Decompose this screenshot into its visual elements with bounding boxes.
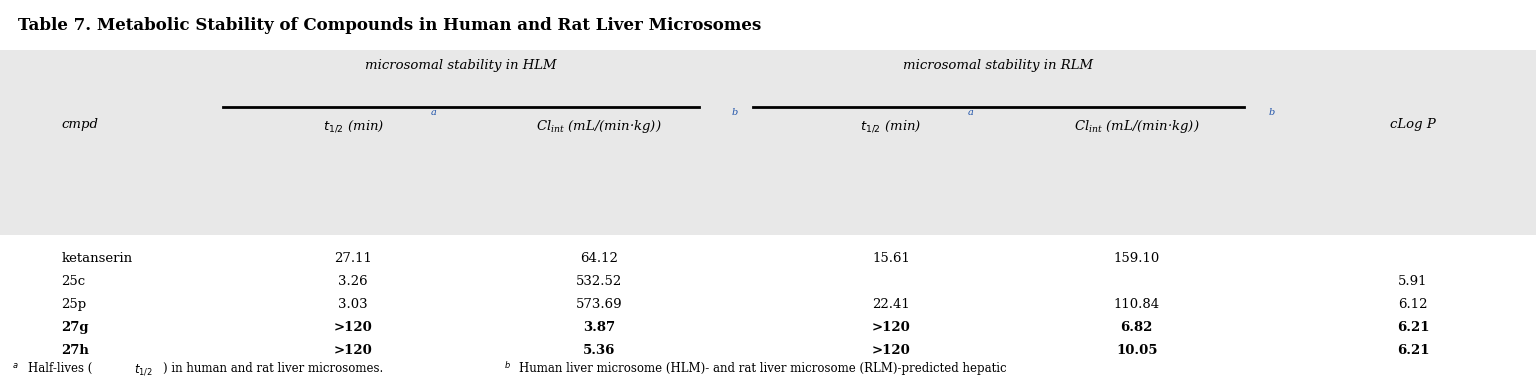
Text: ketanserin: ketanserin [61,252,132,265]
Text: >120: >120 [871,321,911,334]
Text: cLog P: cLog P [1390,118,1436,131]
Text: >120: >120 [333,344,373,357]
Text: Table 7. Metabolic Stability of Compounds in Human and Rat Liver Microsomes: Table 7. Metabolic Stability of Compound… [18,17,762,34]
Text: 15.61: 15.61 [872,252,909,265]
Text: 27g: 27g [61,321,89,334]
Text: $t_{1/2}$ (min): $t_{1/2}$ (min) [860,118,922,134]
Text: Cl$_{\mathregular{int}}$ (mL/(min·kg)): Cl$_{\mathregular{int}}$ (mL/(min·kg)) [1074,118,1200,136]
Text: 5.36: 5.36 [582,344,616,357]
Text: 5.91: 5.91 [1398,275,1428,288]
Text: 3.87: 3.87 [584,321,614,334]
Text: >120: >120 [333,321,373,334]
Text: 110.84: 110.84 [1114,298,1160,311]
Text: 27h: 27h [61,344,89,357]
Bar [0,50,1536,235]
Text: 6.82: 6.82 [1120,321,1154,334]
Text: b: b [731,108,737,117]
Text: 25p: 25p [61,298,86,311]
Text: Cl$_{\mathregular{int}}$ (mL/(min·kg)): Cl$_{\mathregular{int}}$ (mL/(min·kg)) [536,118,662,136]
Text: $t_{1/2}$: $t_{1/2}$ [134,362,152,377]
Text: cmpd: cmpd [61,118,98,131]
Text: $t_{1/2}$ (min): $t_{1/2}$ (min) [323,118,384,134]
Text: b: b [1269,108,1275,117]
Text: a: a [968,108,974,117]
Text: ) in human and rat liver microsomes.: ) in human and rat liver microsomes. [163,362,382,375]
Text: $^{b}$: $^{b}$ [504,362,511,375]
Text: 6.21: 6.21 [1396,344,1430,357]
Text: 27.11: 27.11 [335,252,372,265]
Text: 64.12: 64.12 [581,252,617,265]
Text: 3.03: 3.03 [338,298,369,311]
Text: 159.10: 159.10 [1114,252,1160,265]
Text: 532.52: 532.52 [576,275,622,288]
Text: 22.41: 22.41 [872,298,909,311]
Text: $^{a}$: $^{a}$ [12,362,18,375]
Text: microsomal stability in RLM: microsomal stability in RLM [903,59,1094,72]
Text: 573.69: 573.69 [576,298,622,311]
Text: >120: >120 [871,344,911,357]
Text: a: a [430,108,436,117]
Text: 6.12: 6.12 [1398,298,1428,311]
Text: microsomal stability in HLM: microsomal stability in HLM [366,59,556,72]
Text: 25c: 25c [61,275,86,288]
Text: 6.21: 6.21 [1396,321,1430,334]
Text: Human liver microsome (HLM)- and rat liver microsome (RLM)-predicted hepatic: Human liver microsome (HLM)- and rat liv… [519,362,1006,375]
Text: 10.05: 10.05 [1115,344,1158,357]
Text: 3.26: 3.26 [338,275,369,288]
Text: Half-lives (: Half-lives ( [28,362,92,375]
